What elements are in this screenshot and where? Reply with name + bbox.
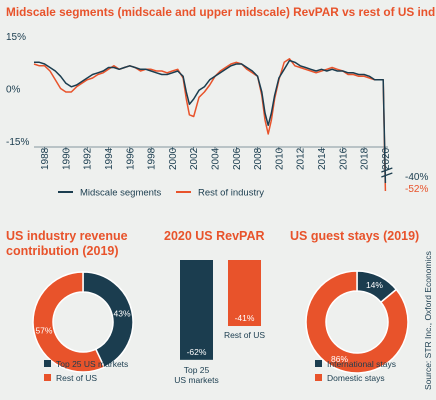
legend-label: Rest of US <box>56 373 97 383</box>
x-tick-label: 2010 <box>274 147 285 170</box>
x-tick-label: 2002 <box>189 147 200 170</box>
x-tick-label: 2004 <box>211 147 222 170</box>
donut-slice <box>305 270 409 374</box>
x-tick-label: 1994 <box>104 147 115 170</box>
bar-value-label: -41% <box>235 313 255 323</box>
x-tick-label: 1992 <box>83 147 94 170</box>
x-tick-label: 2006 <box>232 147 243 170</box>
revenue-donut: 43% 57% Top 25 US markets Rest of US <box>32 271 134 383</box>
guest-stays-donut: 14% 86%International stays Domestic stays <box>305 270 409 383</box>
legend-label-rest: Rest of industry <box>198 188 264 199</box>
end-label-rest: -52% <box>405 184 428 195</box>
axis-break-mark <box>381 172 393 178</box>
bar-top25 <box>180 260 213 360</box>
axis-break-mark <box>381 167 393 173</box>
revenue-title-line-2: contribution (2019) <box>6 244 119 258</box>
donut-value-label: 86% <box>331 354 348 364</box>
source-note: Source: STR Inc., Oxford Economics <box>423 251 433 390</box>
revpar-title: 2020 US RevPAR <box>164 229 265 243</box>
revenue-title-line-1: US industry revenue <box>6 229 128 243</box>
x-tick-label: 1988 <box>40 147 51 170</box>
legend-label: Top 25 US markets <box>56 359 128 369</box>
y-tick-label: 15% <box>6 32 26 43</box>
donut-value-label: 43% <box>114 308 131 318</box>
bar-rest-of-us <box>228 260 261 327</box>
legend-label: Domestic stays <box>327 373 385 383</box>
x-tick-label: 1990 <box>61 147 72 170</box>
legend-label-midscale: Midscale segments <box>80 188 162 199</box>
legend-swatch <box>315 360 322 367</box>
line-chart: 15% 0% -15% 1988 1990 1992 1994 1996 1998 2000 200… <box>6 32 428 199</box>
donut-value-label: 14% <box>366 280 383 290</box>
x-tick-label: 2020 <box>381 147 392 170</box>
donut-slice <box>32 271 106 373</box>
x-tick-label: 2018 <box>360 147 371 170</box>
legend-label: International stays <box>327 359 396 369</box>
y-tick-label: -15% <box>6 137 29 148</box>
series-line-midscale <box>34 59 387 184</box>
x-tick-label: 2012 <box>296 147 307 170</box>
line-chart-title: Midscale segments (midscale and upper mi… <box>6 5 436 19</box>
x-tick-label: 2000 <box>168 147 179 170</box>
x-tick-label: 2016 <box>338 147 349 170</box>
legend-swatch <box>44 374 51 381</box>
donut-slice <box>82 271 134 369</box>
guest-stays-title: US guest stays (2019) <box>290 229 419 243</box>
bar-category-label: Top 25 <box>184 365 210 375</box>
x-tick-label: 1998 <box>147 147 158 170</box>
end-label-midscale: -40% <box>405 172 428 183</box>
donut-value-label: 57% <box>35 326 52 336</box>
x-tick-label: 1996 <box>125 147 136 170</box>
bar-value-label: -62% <box>187 347 207 357</box>
x-tick-label: 2008 <box>253 147 264 170</box>
y-tick-label: 0% <box>6 85 21 96</box>
bar-category-label: US markets <box>174 375 218 385</box>
legend-swatch <box>315 374 322 381</box>
x-tick-label: 2014 <box>317 147 328 170</box>
bar-category-label: Rest of US <box>224 330 265 340</box>
legend-swatch <box>44 360 51 367</box>
